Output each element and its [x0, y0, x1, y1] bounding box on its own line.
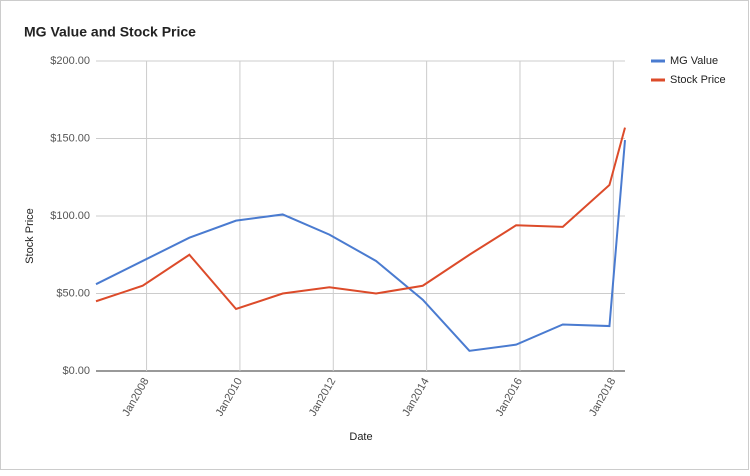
chart-title: MG Value and Stock Price [24, 24, 196, 40]
y-tick-label: $150.00 [50, 132, 90, 144]
y-tick-label: $100.00 [50, 210, 90, 222]
legend-label: Stock Price [670, 74, 726, 86]
y-tick-label: $50.00 [56, 287, 90, 299]
x-axis-label: Date [349, 431, 372, 443]
y-tick-label: $200.00 [50, 55, 90, 67]
series-line [95, 139, 626, 352]
y-axis-label: Stock Price [24, 208, 36, 264]
series-line [95, 127, 626, 311]
legend-label: MG Value [670, 55, 718, 67]
y-tick-label: $0.00 [62, 365, 90, 377]
